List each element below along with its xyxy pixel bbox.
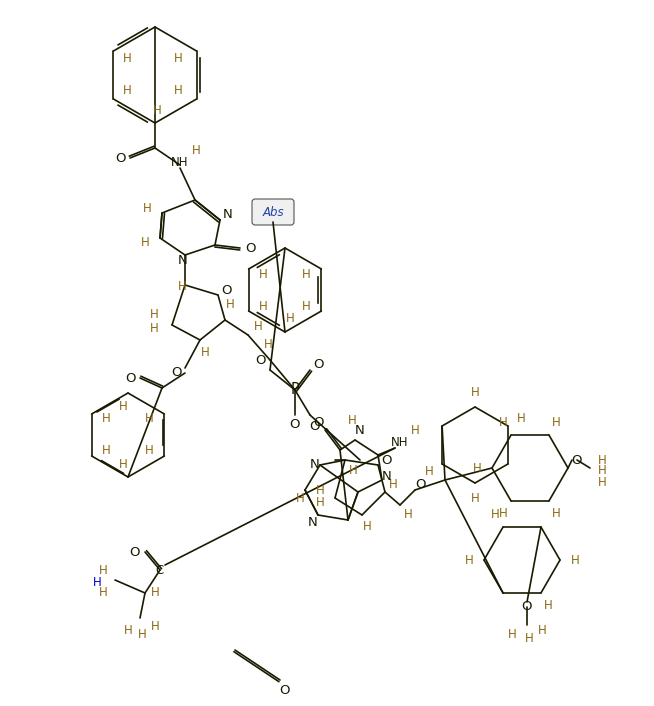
Text: H: H: [143, 201, 151, 215]
Text: H: H: [471, 385, 479, 398]
Text: N: N: [223, 208, 233, 222]
Text: H: H: [411, 424, 419, 436]
Text: H: H: [102, 445, 111, 457]
Text: O: O: [280, 683, 290, 697]
Text: H: H: [102, 412, 111, 426]
Text: H: H: [598, 465, 606, 477]
Text: N: N: [382, 470, 392, 484]
Text: H: H: [286, 313, 294, 325]
Text: H: H: [150, 587, 160, 599]
Text: H: H: [473, 462, 481, 474]
Text: N: N: [355, 424, 365, 436]
Text: H: H: [145, 445, 154, 457]
Text: H: H: [150, 619, 160, 633]
Text: H: H: [93, 575, 101, 589]
Text: O: O: [255, 354, 266, 366]
Text: H: H: [141, 237, 149, 249]
Text: O: O: [415, 479, 425, 491]
Text: NH: NH: [171, 155, 189, 169]
Text: H: H: [544, 599, 553, 612]
Text: O: O: [310, 421, 320, 433]
Text: N: N: [310, 458, 320, 472]
Text: H: H: [598, 453, 606, 467]
Text: H: H: [508, 628, 517, 642]
Text: H: H: [201, 347, 209, 359]
Text: H: H: [264, 338, 272, 352]
Text: H: H: [316, 484, 324, 496]
Text: O: O: [221, 284, 232, 297]
Text: H: H: [124, 623, 132, 637]
Text: H: H: [349, 464, 357, 477]
Text: O: O: [572, 453, 582, 467]
Text: O: O: [245, 241, 255, 254]
Text: H: H: [259, 299, 268, 313]
Text: H: H: [99, 585, 107, 599]
Text: H: H: [118, 400, 128, 412]
Text: H: H: [598, 476, 606, 489]
Text: H: H: [178, 280, 186, 294]
Text: H: H: [123, 52, 132, 66]
Text: H: H: [316, 496, 324, 510]
Text: H: H: [491, 508, 500, 520]
Text: H: H: [150, 309, 158, 321]
Text: N: N: [308, 517, 318, 530]
Text: O: O: [522, 601, 532, 614]
Text: H: H: [424, 465, 434, 478]
Text: H: H: [152, 104, 162, 117]
Text: C: C: [156, 563, 164, 577]
Text: H: H: [296, 491, 304, 505]
Text: H: H: [552, 416, 561, 429]
Text: H: H: [362, 520, 371, 534]
Text: H: H: [174, 52, 183, 66]
Text: H: H: [118, 457, 128, 470]
Text: H: H: [517, 412, 525, 425]
Text: O: O: [290, 419, 300, 431]
Text: H: H: [254, 321, 262, 333]
Text: H: H: [192, 145, 200, 157]
Text: H: H: [348, 414, 356, 426]
Text: H: H: [137, 628, 146, 640]
FancyBboxPatch shape: [252, 199, 294, 225]
Text: H: H: [538, 623, 546, 637]
Text: O: O: [114, 152, 126, 164]
Text: H: H: [145, 412, 154, 426]
Text: H: H: [226, 299, 234, 311]
Text: H: H: [552, 508, 561, 520]
Text: H: H: [499, 508, 508, 520]
Text: Abs: Abs: [262, 205, 284, 218]
Text: NH: NH: [391, 436, 409, 450]
Text: H: H: [525, 631, 534, 645]
Text: O: O: [313, 359, 323, 371]
Text: H: H: [499, 416, 508, 429]
Text: H: H: [302, 268, 311, 280]
Text: O: O: [129, 546, 140, 558]
Text: H: H: [123, 85, 132, 97]
Text: H: H: [388, 477, 398, 491]
Text: O: O: [313, 417, 323, 429]
Text: H: H: [174, 85, 183, 97]
Text: H: H: [302, 299, 311, 313]
Text: H: H: [99, 563, 107, 577]
Text: O: O: [125, 371, 135, 385]
Text: P: P: [290, 383, 300, 397]
Text: O: O: [172, 366, 182, 380]
Text: N: N: [178, 253, 188, 266]
Text: H: H: [464, 554, 473, 566]
Text: H: H: [404, 508, 413, 522]
Text: H: H: [571, 554, 579, 566]
Text: H: H: [471, 491, 479, 505]
Text: H: H: [259, 268, 268, 280]
Text: H: H: [150, 321, 158, 335]
Text: O: O: [381, 453, 391, 467]
